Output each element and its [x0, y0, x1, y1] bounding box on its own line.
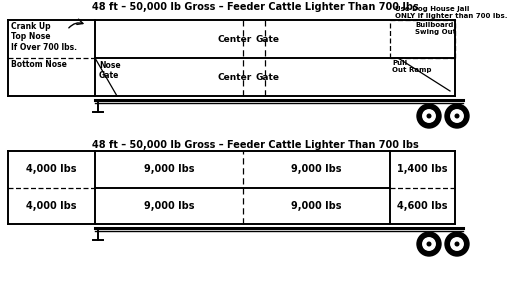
Text: 9,000 lbs: 9,000 lbs: [291, 201, 342, 211]
Text: 4,000 lbs: 4,000 lbs: [26, 201, 77, 211]
Circle shape: [455, 242, 459, 246]
Circle shape: [455, 114, 459, 118]
Circle shape: [451, 110, 463, 122]
Text: Gate: Gate: [255, 73, 280, 81]
Text: 9,000 lbs: 9,000 lbs: [291, 164, 342, 174]
Text: 48 ft – 50,000 lb Gross – Feeder Cattle Lighter Than 700 lbs: 48 ft – 50,000 lb Gross – Feeder Cattle …: [92, 2, 418, 12]
Text: Center: Center: [217, 73, 251, 81]
Text: Gate: Gate: [255, 35, 280, 44]
Circle shape: [427, 242, 431, 246]
Text: 4,000 lbs: 4,000 lbs: [26, 164, 77, 174]
Text: Nose
Gate: Nose Gate: [99, 61, 120, 81]
Circle shape: [427, 114, 431, 118]
Text: Center: Center: [217, 35, 251, 44]
Circle shape: [423, 110, 435, 122]
Text: Crank Up
Top Nose
If Over 700 lbs.: Crank Up Top Nose If Over 700 lbs.: [11, 22, 77, 52]
Circle shape: [445, 232, 469, 256]
Circle shape: [417, 232, 441, 256]
Circle shape: [445, 104, 469, 128]
Text: 9,000 lbs: 9,000 lbs: [144, 164, 194, 174]
Circle shape: [417, 104, 441, 128]
Text: Bullboard
Swing Out: Bullboard Swing Out: [415, 22, 456, 35]
Text: 4,600 lbs: 4,600 lbs: [397, 201, 448, 211]
Circle shape: [423, 238, 435, 250]
Text: Use Dog House Jail
ONLY if lighter than 700 lbs.: Use Dog House Jail ONLY if lighter than …: [395, 6, 508, 19]
Circle shape: [451, 238, 463, 250]
Text: 48 ft – 50,000 lb Gross – Feeder Cattle Lighter Than 700 lbs: 48 ft – 50,000 lb Gross – Feeder Cattle …: [92, 140, 418, 150]
Text: Bottom Nose: Bottom Nose: [11, 60, 67, 69]
Text: Pull
Out Ramp: Pull Out Ramp: [392, 60, 432, 73]
Text: 9,000 lbs: 9,000 lbs: [144, 201, 194, 211]
Text: 1,400 lbs: 1,400 lbs: [397, 164, 448, 174]
